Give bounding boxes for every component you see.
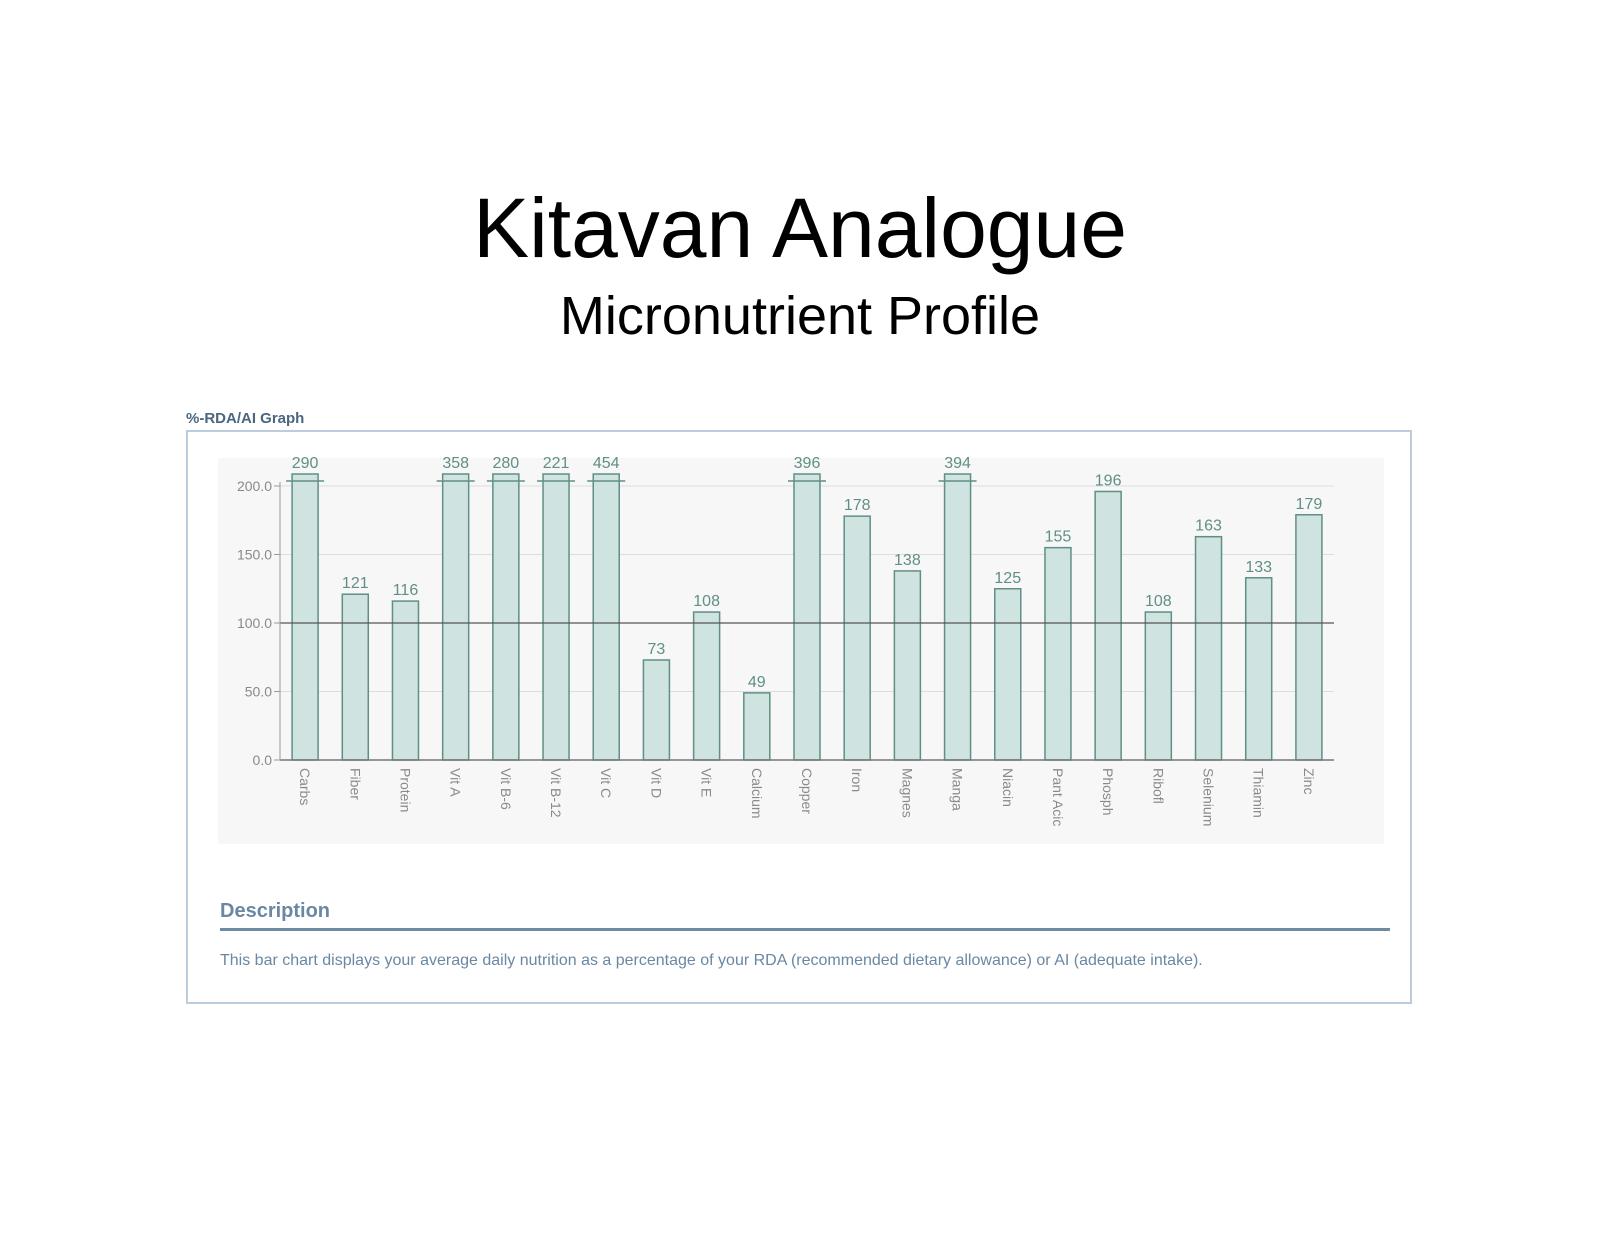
slide-subtitle: Micronutrient Profile [559, 286, 1041, 346]
bar-value-label: 394 [944, 455, 971, 472]
bar-vit-b-6 [492, 473, 520, 761]
bar-fiber [341, 593, 370, 761]
bar-value-label: 116 [393, 582, 419, 599]
description-heading: Description [220, 900, 331, 922]
bar-value-label: 108 [1145, 593, 1172, 610]
x-tick-label: Vit B-12 [548, 768, 564, 818]
y-tick-label: 0.0 [253, 752, 273, 768]
x-tick-label: Selenium [1201, 768, 1217, 826]
x-tick-label: Vit C [598, 768, 614, 798]
y-tick-label: 150.0 [237, 547, 272, 563]
bar-value-label: 138 [894, 552, 921, 569]
bar-pant-acic [1044, 546, 1072, 761]
bar-calcium [743, 692, 771, 761]
description-divider [220, 928, 1390, 931]
bar-value-label: 196 [1095, 472, 1122, 489]
x-tick-label: Vit B-6 [498, 768, 514, 810]
x-tick-label: Carbs [297, 768, 313, 805]
x-tick-label: Vit E [699, 768, 715, 797]
bar-value-label: 179 [1296, 496, 1323, 513]
y-tick-label: 100.0 [237, 615, 272, 631]
bar-niacin [994, 588, 1022, 761]
x-tick-label: Manga [950, 768, 966, 811]
bar-value-label: 358 [442, 455, 469, 472]
bar-vit-d [642, 659, 671, 761]
y-tick-label: 50.0 [245, 684, 272, 700]
x-tick-label: Fiber [347, 768, 363, 800]
x-tick-label: Iron [849, 768, 865, 792]
bar-value-label: 178 [844, 497, 871, 514]
x-tick-label: Copper [799, 768, 815, 814]
x-tick-label: Magnes [899, 768, 915, 818]
bar-thiamin [1244, 577, 1273, 761]
x-tick-label: Vit D [648, 768, 664, 798]
bar-phosph [1094, 490, 1122, 761]
bar-ribofl [1144, 611, 1173, 761]
bar-magnes [893, 570, 922, 761]
bar-value-label: 121 [342, 575, 369, 592]
slide-title: Kitavan Analogue [473, 181, 1127, 275]
bar-value-label: 73 [648, 641, 666, 658]
bar-manga [943, 473, 972, 761]
bar-value-label: 155 [1045, 529, 1072, 546]
x-tick-label: Pant Acic [1050, 768, 1066, 826]
x-tick-label: Vit A [448, 768, 464, 797]
bar-value-label: 108 [693, 593, 720, 610]
bar-selenium [1194, 535, 1223, 761]
bar-value-label: 290 [292, 455, 319, 472]
x-tick-label: Protein [397, 768, 413, 812]
bar-zinc [1295, 514, 1323, 761]
bar-vit-e [692, 611, 721, 761]
bar-value-label: 125 [994, 570, 1021, 587]
y-tick-label: 200.0 [237, 478, 272, 494]
bar-value-label: 396 [794, 455, 821, 472]
bar-vit-a [441, 473, 470, 761]
x-tick-label: Thiamin [1251, 768, 1267, 818]
bar-value-label: 454 [593, 455, 620, 472]
x-tick-label: Calcium [749, 768, 765, 819]
bar-value-label: 49 [748, 674, 766, 691]
description-text: This bar chart displays your average dai… [220, 952, 1203, 969]
bar-vit-b-12 [542, 473, 570, 761]
bar-carbs [291, 473, 319, 761]
bar-protein [391, 600, 420, 761]
bar-iron [843, 515, 871, 761]
x-tick-label: Zinc [1301, 768, 1317, 794]
bar-value-label: 280 [493, 455, 520, 472]
bar-value-label: 163 [1195, 518, 1222, 535]
graph-panel-label: %-RDA/AI Graph [186, 410, 305, 427]
bar-copper [793, 473, 821, 761]
graph-panel: 0.0 50.0 100.0 150.0 200.0 290 Carbs 121 Fiber 11… [186, 430, 1412, 1004]
x-tick-label: Niacin [1000, 768, 1016, 807]
bar-value-label: 221 [543, 455, 570, 472]
x-tick-label: Phosph [1100, 768, 1116, 815]
x-tick-label: Ribofl [1150, 768, 1166, 804]
rda-bar-chart: 0.0 50.0 100.0 150.0 200.0 290 Carbs 121 Fiber 11… [218, 455, 1384, 844]
bar-value-label: 133 [1245, 559, 1272, 576]
bar-vit-c [592, 473, 620, 761]
